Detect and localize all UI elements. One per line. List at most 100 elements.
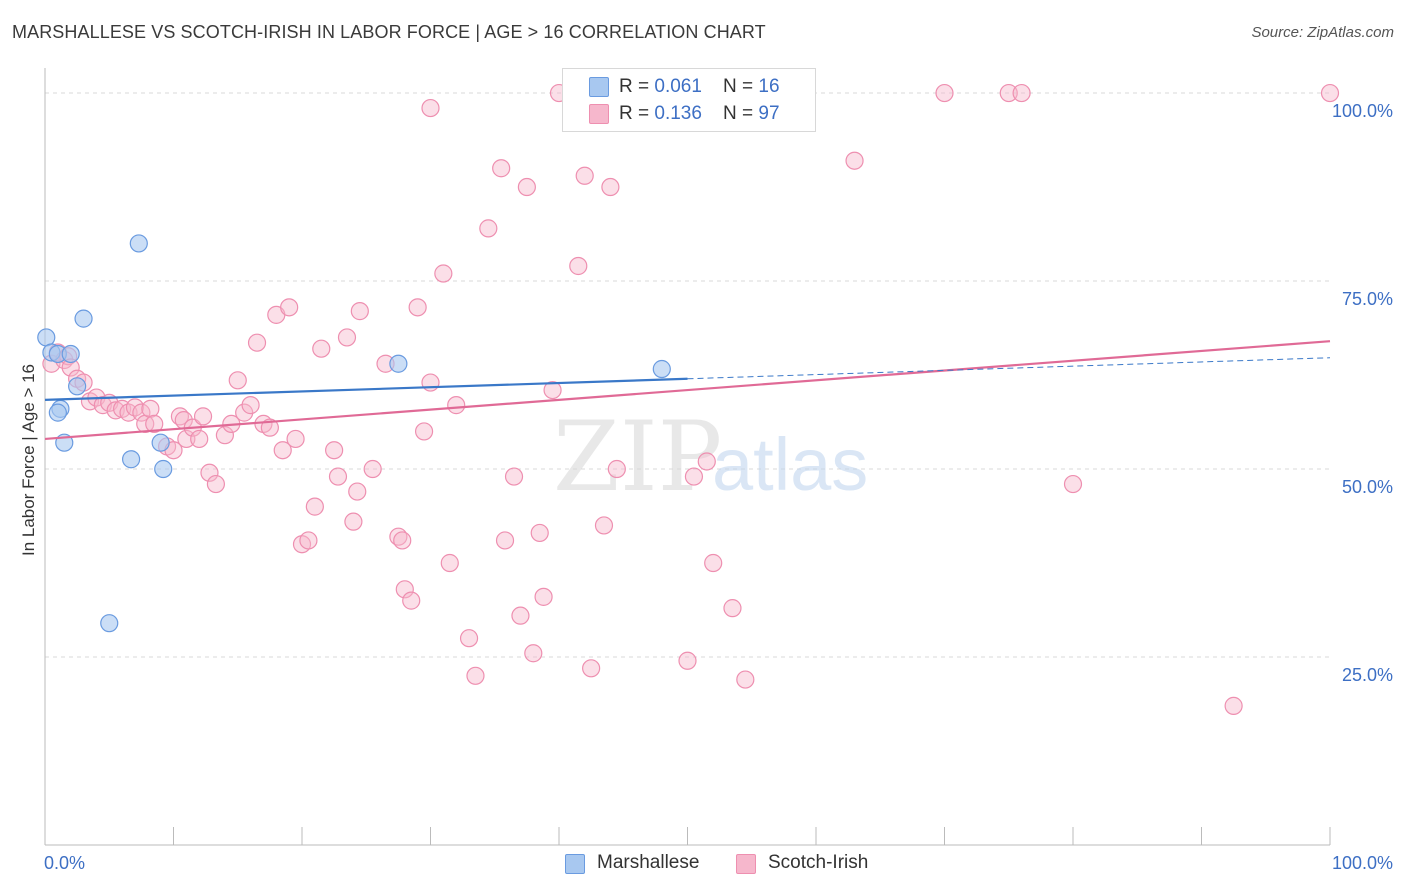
scotch-irish-point bbox=[228, 371, 247, 390]
scotch-irish-point bbox=[215, 426, 234, 445]
scotch-irish-point bbox=[402, 591, 421, 610]
scotch-irish-point bbox=[350, 302, 369, 321]
scotch-irish-point bbox=[466, 666, 485, 685]
marshallese-point bbox=[100, 614, 119, 633]
scotch-irish-point bbox=[495, 531, 515, 550]
scotch-irish-point bbox=[241, 396, 260, 415]
stats-legend: R = 0.061 N = 16 R = 0.136 N = 97 bbox=[562, 68, 816, 132]
scotch-irish-point bbox=[393, 531, 412, 550]
scotch-irish-point bbox=[678, 651, 697, 670]
scotch-irish-point bbox=[299, 531, 318, 550]
scotch-irish-point bbox=[363, 459, 382, 479]
marshallese-point bbox=[68, 377, 87, 396]
tick-labels: 25.0% 50.0% 75.0% 100.0% 0.0% 100.0% bbox=[44, 101, 1393, 873]
scotch-irish-point bbox=[421, 98, 440, 118]
scotch-irish-point bbox=[697, 452, 716, 471]
scotch-irish-point bbox=[607, 459, 626, 479]
scotch-irish-point bbox=[517, 177, 536, 197]
scotch-irish-point bbox=[723, 599, 742, 618]
marshallese-points bbox=[37, 234, 671, 633]
scotch-irish-point bbox=[582, 659, 601, 678]
scotch-irish-point bbox=[177, 429, 196, 449]
scotch-irish-point bbox=[543, 380, 562, 400]
scotch-irish-point bbox=[337, 328, 357, 347]
scotch-irish-point bbox=[325, 441, 344, 460]
marshallese-point bbox=[74, 309, 93, 328]
n-label: N = bbox=[723, 103, 759, 124]
scotch-irish-point bbox=[193, 407, 213, 426]
scotch-irish-point bbox=[684, 467, 704, 486]
scotch-irish-point bbox=[594, 516, 614, 535]
x-tick-label: 0.0% bbox=[44, 853, 85, 873]
scotch-irish-point bbox=[141, 399, 160, 418]
n-value: 16 bbox=[758, 76, 780, 97]
scotch-irish-point bbox=[280, 298, 299, 317]
marshallese-point bbox=[61, 344, 80, 364]
scotch-irish-point bbox=[434, 264, 453, 283]
scotch-irish-swatch bbox=[589, 104, 609, 124]
scotch-irish-point bbox=[206, 474, 226, 494]
scotch-irish-point bbox=[414, 422, 434, 441]
marshallese-point bbox=[121, 450, 141, 469]
scotch-irish-point bbox=[328, 467, 348, 486]
n-label: N = bbox=[723, 76, 759, 97]
scotch-irish-point bbox=[1320, 83, 1340, 103]
scotch-irish-point bbox=[312, 339, 331, 358]
scotch-irish-point bbox=[440, 553, 459, 573]
scotch-irish-point bbox=[447, 396, 466, 415]
y-tick-label: 75.0% bbox=[1342, 289, 1393, 309]
watermark-zip: ZIP bbox=[553, 401, 722, 513]
marshallese-trend-line bbox=[44, 377, 688, 401]
scotch-irish-points bbox=[42, 83, 1340, 715]
scotch-irish-point bbox=[305, 497, 324, 516]
scotch-irish-point bbox=[569, 256, 588, 276]
y-tick-label: 25.0% bbox=[1342, 665, 1393, 685]
scotch-irish-point bbox=[286, 429, 305, 449]
marshallese-swatch bbox=[565, 854, 585, 874]
watermark-atlas: atlas bbox=[712, 423, 868, 506]
scotch-irish-point bbox=[200, 463, 219, 482]
scotch-irish-point bbox=[260, 418, 279, 437]
scotch-irish-point bbox=[479, 219, 498, 238]
scotch-irish-point bbox=[1012, 83, 1031, 103]
n-value: 97 bbox=[758, 103, 780, 124]
scotch-irish-point bbox=[511, 606, 530, 625]
marshallese-point bbox=[37, 328, 56, 347]
scotch-irish-point bbox=[145, 414, 164, 434]
scotch-irish-point bbox=[273, 441, 292, 460]
marshallese-point bbox=[389, 354, 408, 373]
scotch-irish-point bbox=[704, 553, 723, 573]
axes bbox=[44, 68, 1331, 846]
scotch-irish-point bbox=[408, 298, 427, 317]
scotch-irish-point bbox=[736, 670, 755, 689]
marshallese-trend-extension bbox=[687, 357, 1331, 380]
scotch-irish-point bbox=[524, 644, 543, 663]
scotch-irish-point bbox=[999, 83, 1018, 103]
chart-title: MARSHALLESE VS SCOTCH-IRISH IN LABOR FOR… bbox=[12, 22, 766, 42]
scotch-irish-point bbox=[190, 429, 209, 449]
y-axis-label: In Labor Force | Age > 16 bbox=[19, 363, 38, 557]
legend-label: Marshallese bbox=[597, 852, 700, 873]
scotch-irish-point bbox=[575, 166, 594, 185]
scotch-irish-point bbox=[534, 587, 553, 606]
scotch-irish-point bbox=[935, 83, 954, 103]
r-value: 0.061 bbox=[654, 76, 702, 97]
scotch-irish-point bbox=[1224, 696, 1243, 715]
scotch-irish-trend-line bbox=[44, 340, 1331, 441]
scotch-irish-point bbox=[395, 580, 414, 599]
scotch-irish-point bbox=[530, 523, 549, 543]
marshallese-point bbox=[154, 459, 173, 479]
legend-label: Scotch-Irish bbox=[768, 852, 869, 873]
marshallese-point bbox=[652, 359, 671, 379]
x-tick-label: 100.0% bbox=[1332, 853, 1393, 873]
scotch-irish-point bbox=[504, 467, 524, 486]
scotch-irish-point bbox=[492, 159, 511, 178]
source-credit: Source: ZipAtlas.com bbox=[1251, 24, 1394, 41]
marshallese-point bbox=[151, 433, 170, 452]
trend-lines bbox=[44, 340, 1331, 441]
r-label: R = bbox=[619, 103, 655, 124]
marshallese-point bbox=[129, 234, 148, 253]
scotch-irish-point bbox=[459, 629, 479, 648]
r-value: 0.136 bbox=[654, 103, 702, 124]
